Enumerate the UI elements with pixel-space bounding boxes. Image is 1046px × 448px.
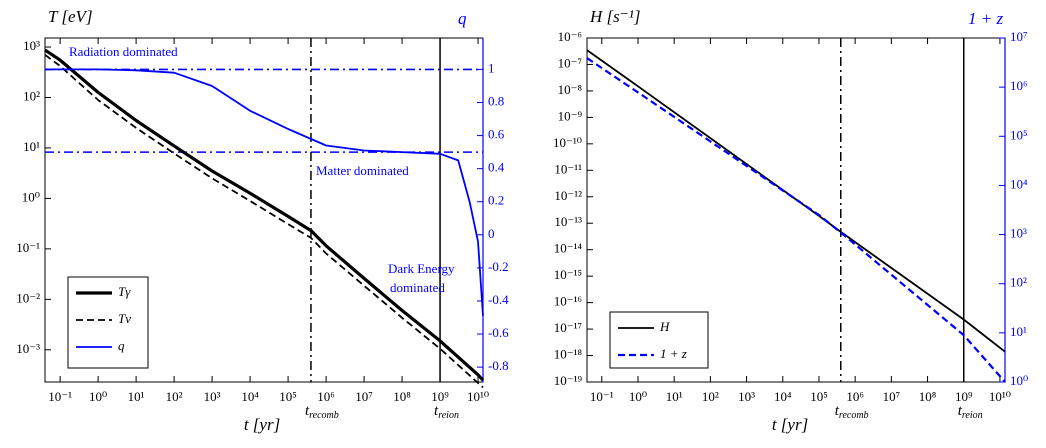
y2-tick-label: 0 bbox=[488, 226, 495, 241]
x-tick-label: 10² bbox=[166, 389, 183, 404]
series-line bbox=[586, 57, 1006, 383]
y2-tick-label: 10⁰ bbox=[1010, 373, 1028, 388]
epoch-label-sub: reion bbox=[962, 410, 983, 421]
x-tick-label: 10² bbox=[702, 389, 719, 404]
x-tick-label: 10¹ bbox=[128, 389, 145, 404]
y-tick-label: 10⁻⁸ bbox=[558, 82, 583, 97]
series-line bbox=[45, 68, 484, 316]
x-tick-label: 10¹⁰ bbox=[467, 389, 489, 404]
x-tick-label: 10⁻¹ bbox=[48, 389, 72, 404]
epoch-label: treion bbox=[434, 403, 459, 421]
y2-axis-title: 1 + z bbox=[968, 9, 1003, 28]
y-axis-title: H [s⁻¹] bbox=[589, 7, 640, 26]
x-tick-label: 10⁶ bbox=[846, 389, 864, 404]
epoch-label: treion bbox=[958, 403, 983, 421]
legend-label: H bbox=[659, 319, 670, 334]
y-tick-label: 10⁻¹⁸ bbox=[554, 347, 583, 362]
y2-tick-label: 10⁷ bbox=[1010, 29, 1028, 44]
y2-tick-label: 0.8 bbox=[488, 93, 504, 108]
series-line bbox=[44, 48, 485, 382]
annotation: Matter dominated bbox=[316, 163, 409, 178]
annotation: dominated bbox=[390, 280, 445, 295]
y-tick-label: 10⁻¹ bbox=[16, 240, 40, 255]
x-tick-label: 10⁰ bbox=[89, 389, 107, 404]
y2-axis-title: q bbox=[458, 9, 467, 28]
y-tick-label: 10⁻⁹ bbox=[558, 108, 583, 123]
y-tick-label: 10⁻⁷ bbox=[558, 55, 582, 70]
x-tick-label: 10¹ bbox=[666, 389, 683, 404]
epoch-label-sub: recomb bbox=[839, 410, 869, 421]
legend-label: q bbox=[118, 338, 125, 353]
x-tick-label: 10⁸ bbox=[919, 389, 937, 404]
epoch-label: trecomb bbox=[305, 403, 339, 421]
y-tick-label: 10⁻² bbox=[16, 290, 40, 305]
y-tick-label: 10⁻³ bbox=[16, 341, 40, 356]
y-tick-label: 10⁻⁶ bbox=[558, 29, 582, 44]
x-axis-title: t [yr] bbox=[244, 415, 280, 434]
x-tick-label: 10³ bbox=[204, 389, 221, 404]
x-tick-label: 10⁶ bbox=[317, 389, 335, 404]
x-tick-label: 10⁹ bbox=[431, 389, 449, 404]
x-tick-label: 10⁷ bbox=[883, 389, 901, 404]
legend-label: Tν bbox=[118, 311, 131, 326]
x-tick-label: 10⁴ bbox=[774, 389, 792, 404]
x-tick-label: 10⁻¹ bbox=[590, 389, 614, 404]
y-tick-label: 10⁻¹³ bbox=[554, 214, 582, 229]
y-axis-title: T [eV] bbox=[48, 7, 93, 26]
legend-box bbox=[609, 311, 709, 369]
y2-tick-label: 1 bbox=[488, 60, 495, 75]
y2-tick-label: -0.8 bbox=[488, 358, 509, 373]
y2-tick-label: 0.4 bbox=[488, 160, 505, 175]
y2-tick-label: 10² bbox=[1010, 275, 1027, 290]
y2-tick-label: 0.2 bbox=[488, 193, 504, 208]
y2-tick-label: -0.4 bbox=[488, 292, 509, 307]
epoch-label-sub: recomb bbox=[309, 410, 339, 421]
x-tick-label: 10⁰ bbox=[629, 389, 647, 404]
epoch-label-sub: reion bbox=[438, 410, 459, 421]
x-tick-label: 10⁵ bbox=[279, 389, 297, 404]
y-tick-label: 10² bbox=[23, 88, 40, 103]
epoch-label-main: t bbox=[958, 403, 963, 419]
epoch-label: trecomb bbox=[835, 403, 869, 421]
epoch-label-main: t bbox=[434, 403, 439, 419]
y-tick-label: 10⁻¹⁷ bbox=[554, 320, 582, 335]
y-tick-label: 10¹ bbox=[23, 139, 40, 154]
y-tick-label: 10⁻¹² bbox=[554, 188, 582, 203]
x-tick-label: 10⁹ bbox=[955, 389, 973, 404]
y-tick-label: 10⁻¹⁴ bbox=[554, 241, 583, 256]
epoch-label-main: t bbox=[305, 403, 310, 419]
x-axis-title: t [yr] bbox=[772, 415, 808, 434]
y2-tick-label: 10⁶ bbox=[1010, 78, 1028, 93]
y2-tick-label: 10⁴ bbox=[1010, 176, 1028, 191]
y-tick-label: 10⁻¹¹ bbox=[554, 161, 582, 176]
y2-tick-label: 10³ bbox=[1010, 226, 1027, 241]
y2-tick-label: 10¹ bbox=[1010, 324, 1027, 339]
series-line bbox=[44, 54, 484, 389]
legend-label: Tγ bbox=[118, 284, 131, 299]
annotation: Radiation dominated bbox=[69, 44, 178, 59]
y-tick-label: 10⁻¹⁹ bbox=[554, 373, 583, 388]
legend-box bbox=[67, 276, 149, 369]
x-tick-label: 10³ bbox=[738, 389, 755, 404]
y-tick-label: 10⁻¹⁶ bbox=[554, 294, 582, 309]
legend-label: 1 + z bbox=[660, 346, 687, 361]
y2-tick-label: 10⁵ bbox=[1010, 127, 1028, 142]
y-tick-label: 10³ bbox=[23, 38, 40, 53]
x-tick-label: 10⁴ bbox=[241, 389, 259, 404]
y2-tick-label: -0.6 bbox=[488, 325, 509, 340]
x-tick-label: 10⁷ bbox=[355, 389, 373, 404]
y2-tick-label: -0.2 bbox=[488, 259, 509, 274]
y2-tick-label: 0.6 bbox=[488, 127, 505, 142]
epoch-label-main: t bbox=[835, 403, 840, 419]
x-tick-label: 10⁸ bbox=[393, 389, 411, 404]
y-tick-label: 10⁻¹⁰ bbox=[553, 135, 582, 150]
x-tick-label: 10⁵ bbox=[810, 389, 828, 404]
annotation: Dark Energy bbox=[388, 261, 455, 276]
x-tick-label: 10¹⁰ bbox=[989, 389, 1011, 404]
series-line bbox=[586, 49, 1006, 353]
y-tick-label: 10⁻¹⁵ bbox=[554, 267, 582, 282]
y-tick-label: 10⁰ bbox=[22, 189, 40, 204]
